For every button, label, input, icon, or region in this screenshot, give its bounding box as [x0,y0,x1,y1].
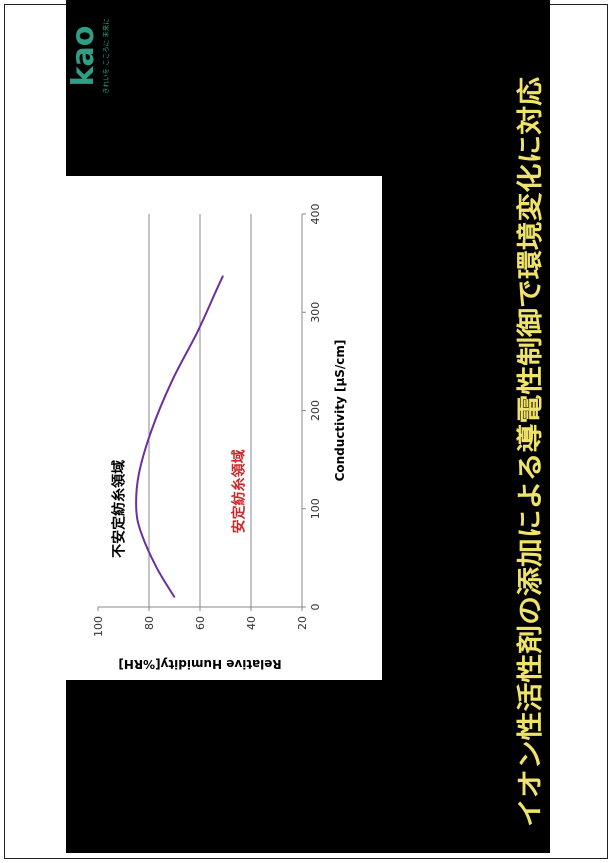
data-point [155,566,158,569]
data-point [171,380,173,382]
y-tick-label: 40 [245,616,258,630]
logo-tagline: きれいを こころに 未来に [101,18,110,94]
data-point [140,532,143,535]
x-tick-label: 0 [309,604,322,611]
humidity-curve [135,275,224,598]
data-point [196,331,199,333]
unstable-region-label: 不安定紡糸領域 [111,460,128,558]
x-tick-label: 300 [309,302,322,323]
humidity-conductivity-chart: 0 100 200 300 400 20 40 60 80 100 Conductivity [µS… [64,176,382,680]
data-point [173,596,176,598]
logo-wordmark: kao [66,26,101,87]
data-point [150,429,153,431]
y-tick-label: 80 [143,616,156,630]
slide-subtitle-text: イオン性活性剤の添加による導電性制御で環境変化に対応 [515,77,546,827]
data-point [222,275,224,277]
kao-logo: kao きれいを こころに 未来に [66,18,110,94]
stable-region-label: 安定紡糸領域 [230,449,247,533]
y-tick-label: 100 [92,616,105,637]
slide-subtitle: イオン性活性剤の添加による導電性制御で環境変化に対応 [515,77,546,827]
y-tick-label: 60 [194,616,207,630]
y-axis-title: Relative Humidity[%RH] [118,657,281,671]
data-point [214,291,217,294]
x-tick-label: 200 [309,400,322,421]
chart-background [64,176,382,680]
x-tick-label: 400 [309,204,322,225]
data-point [138,473,140,476]
x-axis-title: Conductivity [µS/cm] [333,340,347,482]
y-tick-label: 20 [296,616,309,630]
x-tick-label: 100 [309,498,322,519]
data-point [135,507,138,510]
